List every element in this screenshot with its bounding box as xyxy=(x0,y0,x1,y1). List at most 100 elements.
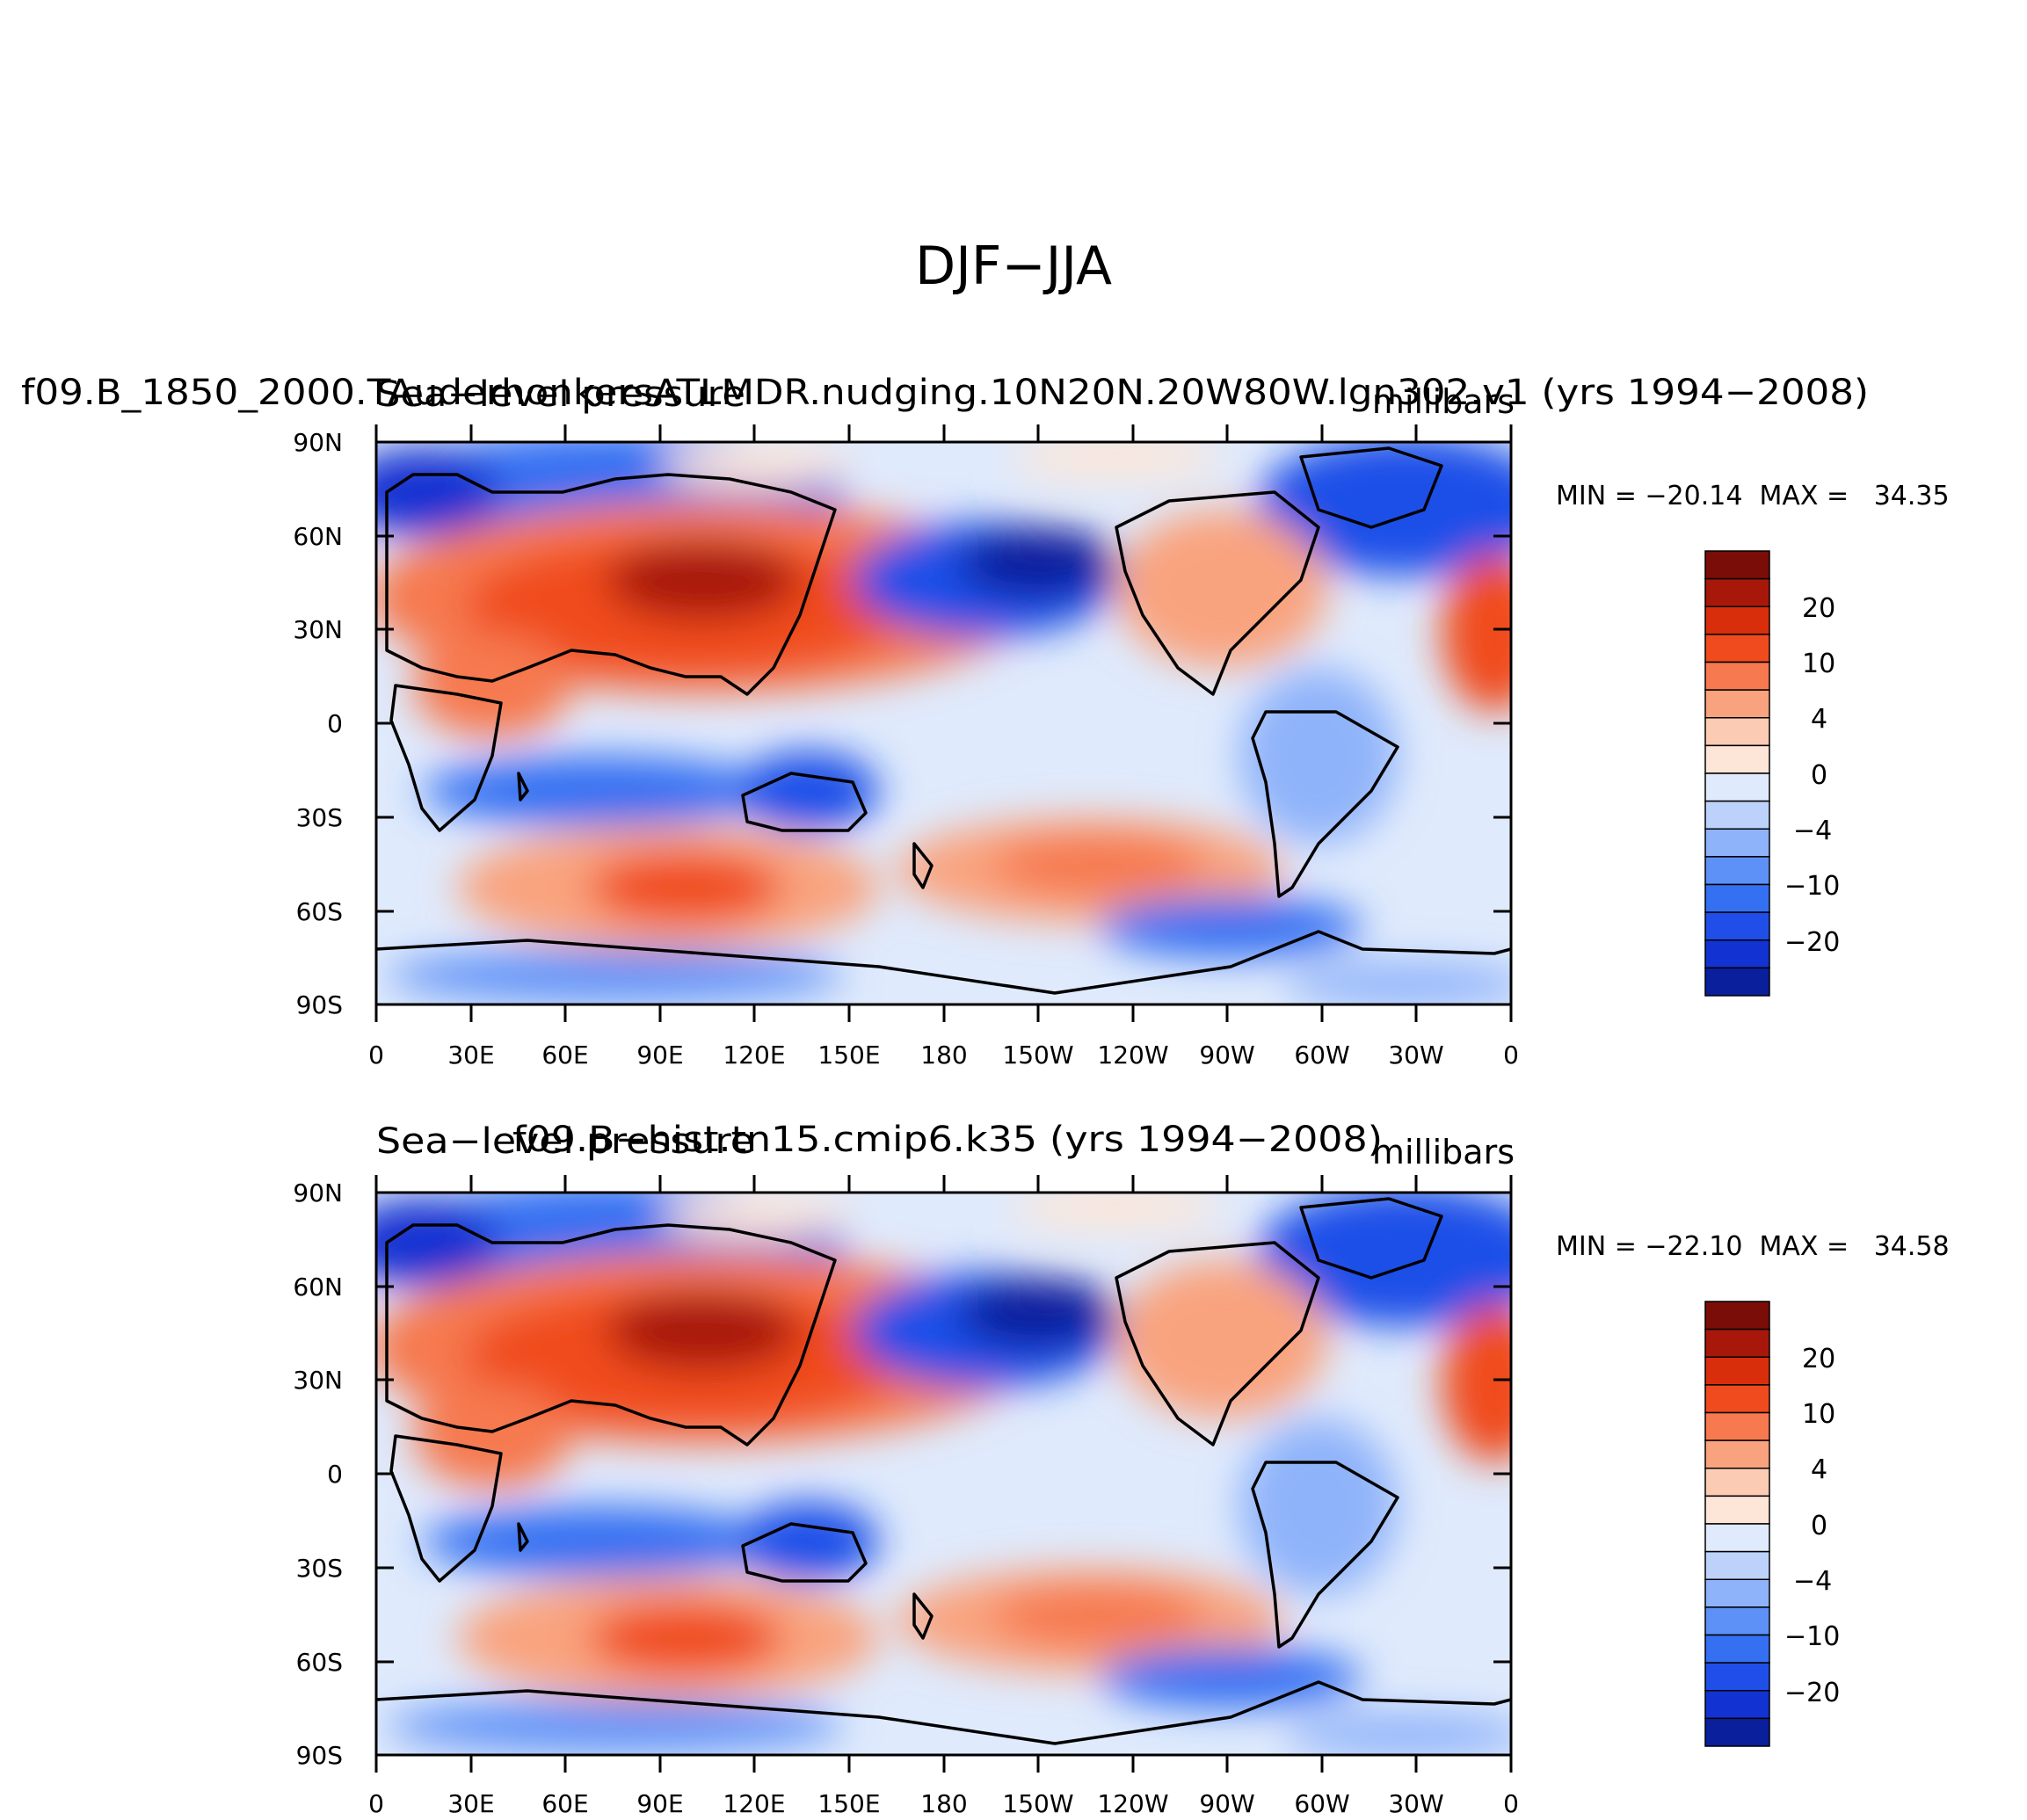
y-tick-label: 90S xyxy=(296,1741,343,1770)
colorbar-swatch xyxy=(1704,772,1770,802)
panel-1-axis-ticks xyxy=(374,424,1513,1022)
map-panel-2: Sea−level pressure f09.B−hist.tn15.cmip6… xyxy=(293,1120,1949,1818)
panel-2-colorbar xyxy=(1704,1301,1770,1747)
colorbar-swatch xyxy=(1704,550,1770,580)
panel-1-colorbar xyxy=(1704,550,1770,997)
x-tick-label: 150W xyxy=(1002,1041,1073,1070)
colorbar-swatch xyxy=(1704,661,1770,691)
x-tick-label: 180 xyxy=(920,1789,967,1818)
x-tick-label: 180 xyxy=(920,1041,967,1070)
y-tick-label: 90N xyxy=(293,428,343,457)
panel-2-field xyxy=(376,1193,1511,1755)
panel-2-y-tick-labels: 90N 60N 30N 0 30S 60S 90S xyxy=(293,1178,343,1770)
colorbar-swatch xyxy=(1704,577,1770,607)
panel-1-field xyxy=(376,442,1511,1004)
x-tick-label: 150W xyxy=(1002,1789,1073,1818)
y-tick-label: 0 xyxy=(327,709,343,738)
panel-2-units: millibars xyxy=(1372,1133,1515,1171)
colorbar-swatch xyxy=(1704,744,1770,774)
colorbar-swatch xyxy=(1704,911,1770,941)
colorbar-label: −20 xyxy=(1784,1678,1840,1708)
y-tick-label: 30N xyxy=(293,615,343,644)
x-tick-label: 60E xyxy=(541,1041,588,1070)
panel-2-frame: 90N 60N 30N 0 30S 60S 90S 0 30E 60E 90E … xyxy=(293,1175,1519,1818)
panel-2-min-max: MIN = −22.10 MAX = 34.58 xyxy=(1556,1231,1950,1262)
y-tick-label: 30S xyxy=(296,1554,343,1583)
colorbar-label: −10 xyxy=(1784,1621,1840,1652)
panel-1-min-max: MIN = −20.14 MAX = 34.35 xyxy=(1556,481,1950,511)
x-tick-label: 120E xyxy=(723,1041,785,1070)
x-tick-label: 60W xyxy=(1294,1041,1349,1070)
x-tick-label: 150E xyxy=(817,1789,880,1818)
y-tick-label: 0 xyxy=(327,1460,343,1489)
colorbar-swatch xyxy=(1704,1411,1770,1441)
panel-1-title-left: f09.B_1850_2000.TAuderhonkersATLMDR.nudg… xyxy=(21,373,1869,413)
y-tick-label: 60N xyxy=(293,522,343,551)
panel-2-title-left: Sea−level pressure xyxy=(376,1121,754,1162)
x-tick-label: 60W xyxy=(1294,1789,1349,1818)
panel-1-title-overlap: Sea−level pressure xyxy=(376,374,745,415)
colorbar-swatch xyxy=(1704,1384,1770,1414)
colorbar-swatch xyxy=(1704,1495,1770,1525)
x-tick-label: 120W xyxy=(1097,1789,1168,1818)
colorbar-label: 0 xyxy=(1811,1511,1827,1541)
x-tick-label: 0 xyxy=(1503,1789,1519,1818)
panel-1-x-tick-labels: 0 30E 60E 90E 120E 150E 180 150W 120W 90… xyxy=(368,1041,1519,1070)
x-tick-label: 0 xyxy=(1503,1041,1519,1070)
y-tick-label: 60S xyxy=(296,897,343,926)
colorbar-swatch xyxy=(1704,1468,1770,1497)
colorbar-swatch xyxy=(1704,1356,1770,1386)
colorbar-swatch xyxy=(1704,1578,1770,1608)
x-tick-label: 150E xyxy=(817,1041,880,1070)
panel-2-axis-ticks xyxy=(374,1175,1513,1773)
colorbar-swatch xyxy=(1704,883,1770,913)
panel-2-x-tick-labels: 0 30E 60E 90E 120E 150E 180 150W 120W 90… xyxy=(368,1789,1519,1818)
colorbar-swatch xyxy=(1704,828,1770,858)
colorbar-label: −4 xyxy=(1793,1566,1832,1597)
colorbar-swatch xyxy=(1704,717,1770,747)
panel-1-frame: 90N 60N 30N 0 30S 60S 90S 0 30E 60E 90E … xyxy=(293,424,1519,1070)
y-tick-label: 30N xyxy=(293,1366,343,1395)
x-tick-label: 120E xyxy=(723,1789,785,1818)
panel-1-colorbar-labels: 20 10 4 0 −4 −10 −20 xyxy=(1784,593,1840,958)
x-tick-label: 90E xyxy=(636,1789,683,1818)
colorbar-swatch xyxy=(1704,967,1770,997)
colorbar-label: −20 xyxy=(1784,927,1840,958)
colorbar-label: 4 xyxy=(1811,704,1827,735)
x-tick-label: 30W xyxy=(1388,1789,1443,1818)
colorbar-label: 4 xyxy=(1811,1454,1827,1485)
colorbar-label: 20 xyxy=(1802,593,1835,624)
colorbar-swatch xyxy=(1704,1301,1770,1331)
colorbar-swatch xyxy=(1704,605,1770,635)
colorbar-swatch xyxy=(1704,634,1770,663)
colorbar-label: 10 xyxy=(1802,1399,1835,1430)
y-tick-label: 90N xyxy=(293,1178,343,1207)
map-panel-1: f09.B_1850_2000.TAuderhonkersATLMDR.nudg… xyxy=(21,373,1950,1070)
colorbar-swatch xyxy=(1704,1550,1770,1580)
colorbar-label: 10 xyxy=(1802,649,1835,679)
figure-title: DJF−JJA xyxy=(915,236,1112,297)
colorbar-swatch xyxy=(1704,1606,1770,1636)
colorbar-swatch xyxy=(1704,1662,1770,1692)
colorbar-swatch xyxy=(1704,1439,1770,1469)
colorbar-label: −10 xyxy=(1784,871,1840,902)
x-tick-label: 60E xyxy=(541,1789,588,1818)
colorbar-swatch xyxy=(1704,1717,1770,1747)
panel-1-units: millibars xyxy=(1372,382,1515,421)
x-tick-label: 90W xyxy=(1199,1041,1254,1070)
x-tick-label: 120W xyxy=(1097,1041,1168,1070)
panel-2-colorbar-labels: 20 10 4 0 −4 −10 −20 xyxy=(1784,1344,1840,1708)
colorbar-swatch xyxy=(1704,939,1770,969)
colorbar-swatch xyxy=(1704,1690,1770,1720)
colorbar-label: −4 xyxy=(1793,816,1832,846)
colorbar-swatch xyxy=(1704,856,1770,886)
x-tick-label: 30E xyxy=(447,1789,494,1818)
y-tick-label: 60S xyxy=(296,1648,343,1677)
x-tick-label: 90E xyxy=(636,1041,683,1070)
x-tick-label: 90W xyxy=(1199,1789,1254,1818)
y-tick-label: 30S xyxy=(296,803,343,832)
x-tick-label: 30W xyxy=(1388,1041,1443,1070)
x-tick-label: 0 xyxy=(368,1789,384,1818)
colorbar-swatch xyxy=(1704,689,1770,719)
